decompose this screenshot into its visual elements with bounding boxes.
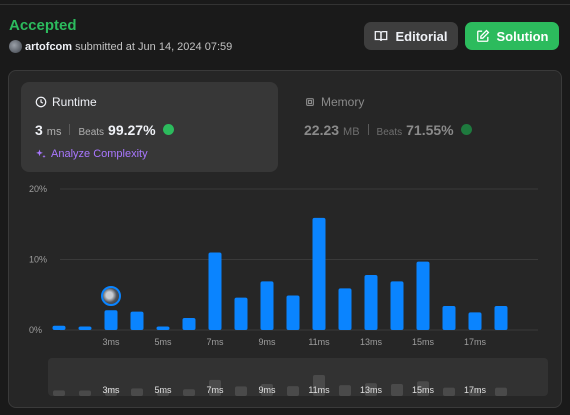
overview-x-label: 9ms <box>258 385 276 395</box>
overview-x-label: 7ms <box>206 385 224 395</box>
y-tick-label: 10% <box>29 255 47 265</box>
overview-bar <box>53 390 65 396</box>
runtime-bar[interactable] <box>494 306 508 330</box>
user-position-avatar[interactable] <box>101 286 121 307</box>
x-tick-label: 15ms <box>412 337 435 347</box>
runtime-unit: ms <box>46 126 62 138</box>
runtime-bar[interactable] <box>364 275 378 330</box>
book-icon <box>375 30 388 41</box>
overview-bar <box>391 384 403 396</box>
overview-bar <box>209 379 221 396</box>
runtime-bar[interactable] <box>182 318 196 330</box>
solution-label: Solution <box>496 28 549 44</box>
runtime-bar[interactable] <box>78 326 92 330</box>
overview-bar <box>287 386 299 396</box>
user-avatar[interactable] <box>9 40 22 53</box>
metric-separator <box>367 124 369 135</box>
username-link[interactable]: artofcom <box>25 40 73 53</box>
runtime-bar[interactable] <box>390 281 404 330</box>
x-tick-label: 7ms <box>206 337 224 347</box>
memory-beats-pct: 71.55% <box>406 122 454 138</box>
overview-bar <box>157 390 169 396</box>
runtime-card[interactable]: Runtime 3 ms Beats 99.27% Analyze Comple… <box>21 82 278 172</box>
memory-metric: 22.23 MB Beats 71.55% <box>304 122 472 138</box>
runtime-value: 3 <box>35 122 43 138</box>
x-tick-label: 13ms <box>360 337 383 347</box>
analyze-complexity-link[interactable]: Analyze Complexity <box>35 148 148 160</box>
memory-value: 22.23 <box>304 122 340 138</box>
top-divider <box>0 0 570 5</box>
overview-x-label: 13ms <box>360 385 383 395</box>
overview-bar <box>105 388 117 396</box>
runtime-bar[interactable] <box>286 295 300 330</box>
x-tick-label: 5ms <box>154 337 172 347</box>
runtime-bar[interactable] <box>260 281 274 330</box>
overview-bar <box>261 384 273 396</box>
overview-x-label: 15ms <box>412 385 435 395</box>
editorial-label: Editorial <box>395 28 448 44</box>
x-tick-label: 3ms <box>102 337 120 347</box>
overview-bar <box>79 390 91 396</box>
runtime-bar[interactable] <box>130 311 144 330</box>
runtime-title: Runtime <box>35 95 97 109</box>
memory-chip-icon <box>306 98 314 106</box>
runtime-bar[interactable] <box>442 306 456 330</box>
solution-button[interactable]: Solution <box>465 22 559 50</box>
overview-x-label: 11ms <box>308 385 330 395</box>
runtime-metric: 3 ms Beats 99.27% <box>35 122 174 138</box>
overview-bar <box>495 387 507 396</box>
runtime-bar[interactable] <box>208 252 222 330</box>
submission-status: Accepted <box>9 17 77 34</box>
memory-title: Memory <box>304 95 364 109</box>
sparkle-icon <box>36 149 46 159</box>
runtime-bar[interactable] <box>104 310 118 330</box>
overview-bar <box>131 388 143 396</box>
x-tick-label: 9ms <box>258 337 276 347</box>
y-tick-label: 20% <box>29 184 47 194</box>
submission-info: artofcom submitted at Jun 14, 2024 07:59 <box>9 40 232 53</box>
overview-bar <box>417 381 429 396</box>
memory-unit: MB <box>343 126 360 138</box>
runtime-beats-label: Beats <box>78 127 105 138</box>
editorial-button[interactable]: Editorial <box>364 22 458 50</box>
leetcode-beats-icon <box>460 124 472 135</box>
runtime-bar[interactable] <box>468 312 482 330</box>
edit-icon <box>476 29 489 42</box>
overview-bar <box>339 385 351 396</box>
runtime-distribution-chart: 20% 10% 0% 3ms 5ms 7ms 9ms 11ms 13ms 15ms 17ms <box>29 184 538 347</box>
overview-bar <box>313 375 325 396</box>
submitted-time: submitted at Jun 14, 2024 07:59 <box>75 40 233 53</box>
overview-bar <box>235 386 247 396</box>
metric-separator <box>69 124 71 135</box>
y-tick-label: 0% <box>29 325 42 335</box>
memory-beats-label: Beats <box>376 127 403 138</box>
runtime-bar[interactable] <box>156 326 170 330</box>
runtime-bar[interactable] <box>52 325 66 330</box>
clock-icon <box>35 96 47 108</box>
runtime-bar[interactable] <box>234 297 248 330</box>
x-tick-label: 17ms <box>464 337 487 347</box>
overview-bar <box>183 389 195 396</box>
overview-bar <box>443 387 455 396</box>
runtime-beats-pct: 99.27% <box>108 122 156 138</box>
overview-bar <box>365 383 377 396</box>
overview-x-label: 17ms <box>464 385 487 395</box>
runtime-bar[interactable] <box>338 288 352 330</box>
runtime-bar[interactable] <box>416 261 430 330</box>
memory-card[interactable]: Memory 22.23 MB Beats 71.55% <box>290 82 550 172</box>
chart-overview-scroller[interactable]: 3ms 5ms 7ms 9ms 11ms 13ms 15ms 17ms <box>48 358 548 396</box>
overview-x-label: 3ms <box>102 385 120 395</box>
x-tick-label: 11ms <box>308 337 330 347</box>
leetcode-beats-icon <box>162 124 174 135</box>
overview-x-label: 5ms <box>154 385 172 395</box>
runtime-bar[interactable] <box>312 217 326 330</box>
overview-bar <box>469 388 481 396</box>
